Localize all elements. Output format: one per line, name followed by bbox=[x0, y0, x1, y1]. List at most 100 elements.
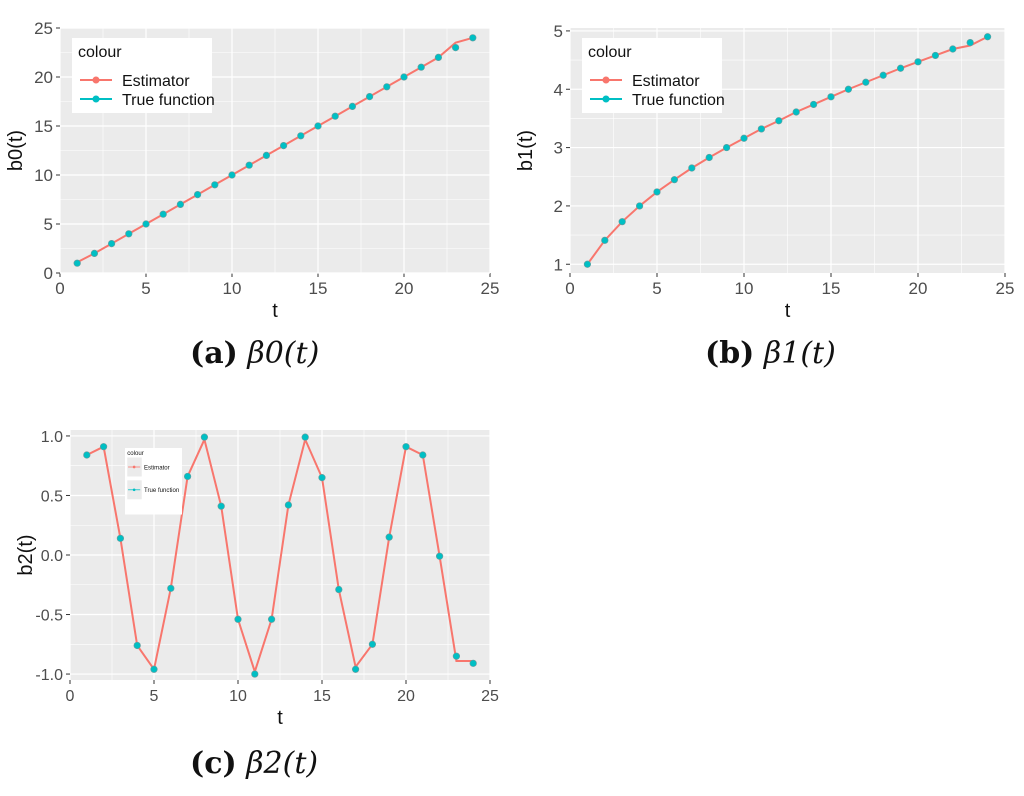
true-function-point bbox=[234, 615, 242, 623]
true-function-point bbox=[583, 260, 592, 268]
caption-b: (b) β1(t) bbox=[705, 336, 836, 371]
y-tick-label: -0.5 bbox=[35, 608, 63, 625]
true-function-point bbox=[949, 45, 957, 53]
x-tick-label: 0 bbox=[55, 279, 64, 298]
true-function-point bbox=[452, 43, 460, 52]
true-function-point bbox=[176, 200, 184, 208]
x-axis-label: t bbox=[785, 300, 791, 322]
true-function-point bbox=[914, 58, 922, 66]
x-tick-label: 15 bbox=[313, 688, 331, 705]
x-tick-label: 20 bbox=[909, 279, 928, 298]
x-axis-label: t bbox=[272, 300, 278, 322]
true-function-point bbox=[775, 117, 783, 125]
true-function-point bbox=[348, 102, 357, 110]
true-function-point bbox=[167, 584, 175, 592]
true-function-point bbox=[200, 433, 208, 441]
legend-label: Estimator bbox=[632, 73, 700, 90]
y-tick-label: 5 bbox=[44, 215, 53, 234]
x-tick-label: 5 bbox=[141, 279, 150, 298]
true-function-point bbox=[331, 112, 339, 120]
legend-title: colour bbox=[78, 44, 122, 61]
legend-label: True function bbox=[632, 92, 725, 109]
legend-key-point bbox=[132, 465, 136, 469]
true-function-point bbox=[469, 659, 477, 667]
y-tick-label: 4 bbox=[554, 80, 563, 99]
true-function-point bbox=[73, 259, 81, 267]
y-tick-label: 10 bbox=[34, 166, 53, 185]
true-function-point bbox=[159, 210, 167, 218]
true-function-point bbox=[452, 652, 461, 660]
panel-0: 0 5 10 15 20 25 0 5 10 15 20 25 t b0(t) colourEstimato… bbox=[5, 19, 499, 322]
true-function-point bbox=[314, 122, 322, 130]
y-tick-label: 5 bbox=[554, 22, 563, 41]
x-tick-label: 25 bbox=[996, 279, 1015, 298]
y-tick-label: 3 bbox=[554, 139, 563, 158]
y-tick-label: 0.0 bbox=[41, 548, 63, 565]
true-function-point bbox=[792, 108, 800, 116]
true-function-point bbox=[280, 142, 288, 150]
true-function-point bbox=[417, 63, 425, 71]
x-tick-label: 25 bbox=[481, 279, 500, 298]
true-function-point bbox=[133, 641, 141, 650]
true-function-point bbox=[262, 151, 271, 159]
true-function-point bbox=[368, 640, 377, 648]
true-function-point bbox=[99, 443, 108, 451]
y-tick-label: 0.5 bbox=[41, 488, 63, 505]
true-function-point bbox=[635, 202, 644, 210]
x-tick-label: 10 bbox=[735, 279, 754, 298]
true-function-point bbox=[383, 83, 391, 91]
caption-a: (a) β0(t) bbox=[190, 336, 320, 371]
true-function-point bbox=[601, 236, 609, 244]
legend-label: True function bbox=[144, 487, 179, 494]
y-tick-label: 0 bbox=[44, 264, 53, 283]
true-function-point bbox=[116, 534, 124, 542]
y-tick-label: 1.0 bbox=[41, 429, 63, 446]
caption-c: (c) β2(t) bbox=[190, 746, 319, 781]
x-tick-label: 0 bbox=[66, 688, 75, 705]
true-function-point bbox=[211, 181, 219, 189]
panel-2: 0 5 10 15 20 25 -1.0 -0.5 0.0 0.5 1.0 t b2(t) colourE… bbox=[15, 429, 499, 729]
true-function-point bbox=[318, 474, 326, 482]
true-function-point bbox=[931, 51, 940, 60]
y-tick-label: 2 bbox=[554, 197, 563, 216]
true-function-point bbox=[142, 220, 150, 228]
true-function-point bbox=[436, 552, 444, 560]
legend-key-point bbox=[602, 95, 610, 103]
true-function-point bbox=[335, 585, 343, 594]
x-tick-label: 5 bbox=[150, 688, 159, 705]
x-axis-label: t bbox=[277, 707, 283, 729]
true-function-point bbox=[434, 53, 443, 62]
true-function-point bbox=[385, 533, 393, 541]
true-function-point bbox=[268, 615, 276, 623]
true-function-point bbox=[896, 64, 905, 72]
true-function-point bbox=[862, 78, 870, 86]
legend-key-point bbox=[92, 95, 100, 103]
y-axis-label: b0(t) bbox=[5, 130, 27, 171]
x-tick-label: 5 bbox=[652, 279, 661, 298]
x-tick-label: 10 bbox=[223, 279, 242, 298]
true-function-point bbox=[400, 73, 408, 81]
true-function-point bbox=[251, 670, 259, 678]
true-function-point bbox=[705, 153, 713, 162]
y-tick-label: 25 bbox=[34, 19, 53, 38]
x-tick-label: 0 bbox=[565, 279, 574, 298]
legend-title: colour bbox=[588, 44, 632, 61]
true-function-point bbox=[670, 176, 679, 184]
true-function-point bbox=[194, 191, 202, 199]
x-tick-label: 15 bbox=[822, 279, 841, 298]
y-axis-label: b1(t) bbox=[515, 130, 537, 171]
true-function-point bbox=[301, 433, 309, 441]
x-tick-label: 15 bbox=[309, 279, 328, 298]
true-function-point bbox=[352, 665, 360, 673]
true-function-point bbox=[150, 665, 158, 673]
x-tick-label: 25 bbox=[481, 688, 499, 705]
true-function-point bbox=[618, 218, 626, 226]
legend-key-point bbox=[602, 76, 610, 84]
y-axis-label: b2(t) bbox=[15, 534, 37, 575]
legend-label: Estimator bbox=[144, 464, 170, 471]
y-tick-label: -1.0 bbox=[35, 667, 63, 684]
true-function-point bbox=[402, 443, 410, 451]
x-tick-label: 20 bbox=[397, 688, 415, 705]
